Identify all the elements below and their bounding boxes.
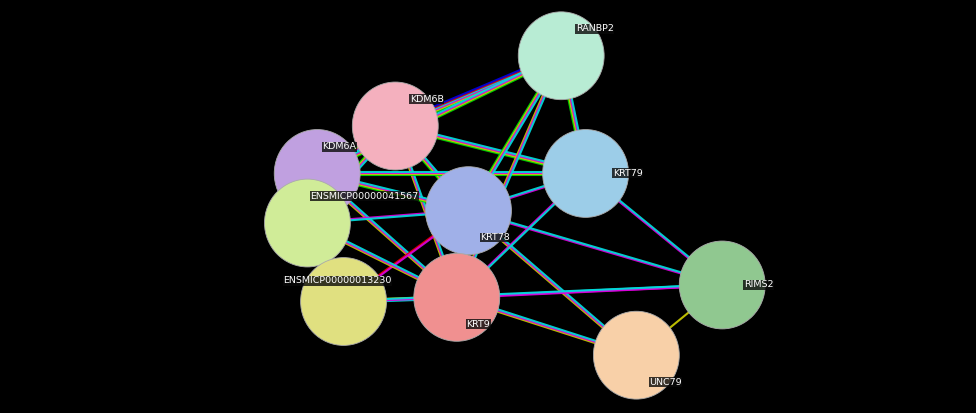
Ellipse shape [679,241,765,329]
Text: ENSMICP00000041567: ENSMICP00000041567 [310,192,419,201]
Text: KRT9: KRT9 [467,320,490,329]
Ellipse shape [543,130,629,217]
Ellipse shape [518,12,604,100]
Text: UNC79: UNC79 [649,377,681,387]
Text: RIMS2: RIMS2 [744,280,773,290]
Text: KDM6A: KDM6A [322,142,356,151]
Ellipse shape [414,254,500,341]
Ellipse shape [426,167,511,254]
Text: KDM6B: KDM6B [410,95,444,104]
Text: ENSMICP00000013230: ENSMICP00000013230 [283,276,391,285]
Text: RANBP2: RANBP2 [576,24,614,33]
Ellipse shape [593,311,679,399]
Text: KRT79: KRT79 [613,169,642,178]
Ellipse shape [274,130,360,217]
Ellipse shape [264,179,350,267]
Ellipse shape [301,258,386,345]
Ellipse shape [352,82,438,170]
Text: KRT78: KRT78 [480,233,509,242]
